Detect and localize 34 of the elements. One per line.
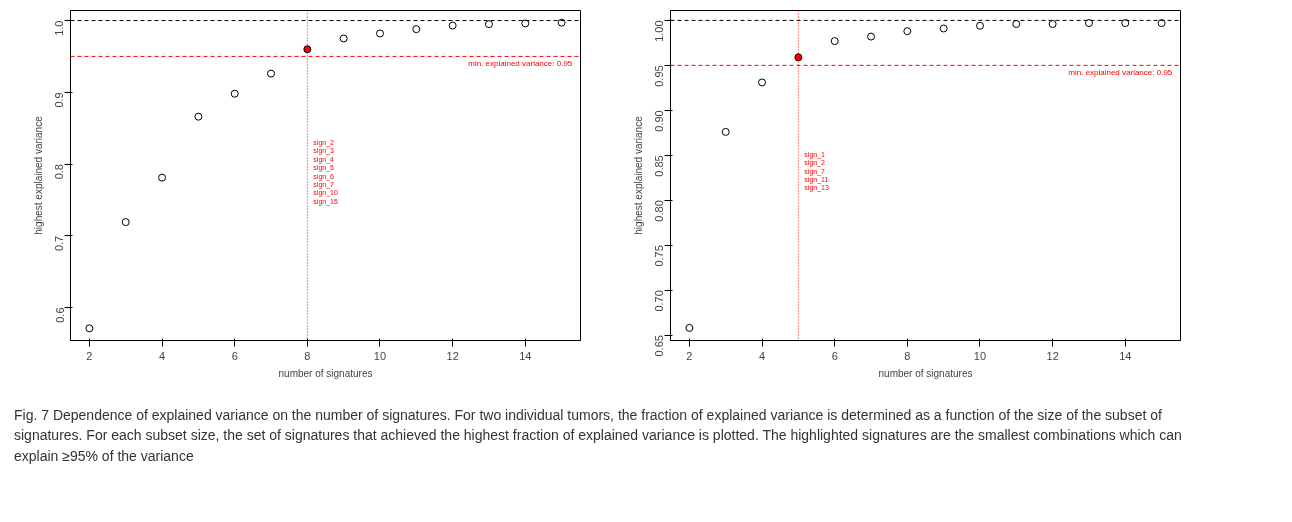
x-tick-label: 10	[373, 349, 387, 362]
x-tick-label: 6	[831, 349, 838, 362]
y-axis-title: highest explained variance	[632, 115, 644, 235]
y-tick-label: 1.0	[53, 20, 66, 36]
x-tick-label: 2	[86, 349, 93, 362]
x-tick-label: 4	[158, 349, 166, 362]
y-tick-label: 0.6	[53, 307, 66, 323]
x-tick-label: 12	[446, 349, 459, 362]
x-axis-title: number of signatures	[878, 367, 973, 379]
x-tick-label: 6	[231, 349, 238, 362]
y-tick-label: 0.75	[653, 245, 666, 267]
y-tick-label: 0.65	[653, 335, 666, 357]
y-tick-label: 0.7	[53, 235, 66, 252]
x-tick-label: 10	[973, 349, 987, 362]
y-tick-label: 0.8	[53, 164, 66, 180]
y-tick-label: 0.9	[53, 92, 66, 108]
x-tick-label: 14	[1119, 349, 1132, 362]
caption: Fig. 7 Dependence of explained variance on the number of signatures. For two individual tumors, the fraction of explained variance is determined as a function of the size of the subset of signatures. For each subset size, the set of signatures that achieved the highest fraction of explained variance is plotted. The highlighted signatures are the smallest combinations which can explain ≥95% of the variance	[14, 406, 1183, 466]
x-axis-title: number of signatures	[278, 367, 373, 379]
y-tick-label: 0.85	[653, 155, 666, 177]
x-tick-label: 8	[304, 349, 311, 362]
x-tick-label: 2	[686, 349, 693, 362]
x-tick-label: 8	[904, 349, 911, 362]
x-tick-label: 12	[1046, 349, 1059, 362]
y-tick-label: 0.80	[653, 200, 666, 222]
ref-line-label: min. explained variance: 0.95	[468, 59, 573, 69]
y-tick-label: 1.00	[653, 20, 666, 42]
x-tick-label: 14	[519, 349, 532, 362]
ref-line-label: min. explained variance: 0.95	[1068, 68, 1173, 78]
y-tick-label: 0.90	[653, 110, 666, 132]
y-axis-title: highest explained variance	[32, 115, 44, 235]
y-tick-label: 0.95	[653, 65, 666, 87]
x-tick-label: 4	[758, 349, 766, 362]
y-tick-label: 0.70	[653, 290, 666, 312]
